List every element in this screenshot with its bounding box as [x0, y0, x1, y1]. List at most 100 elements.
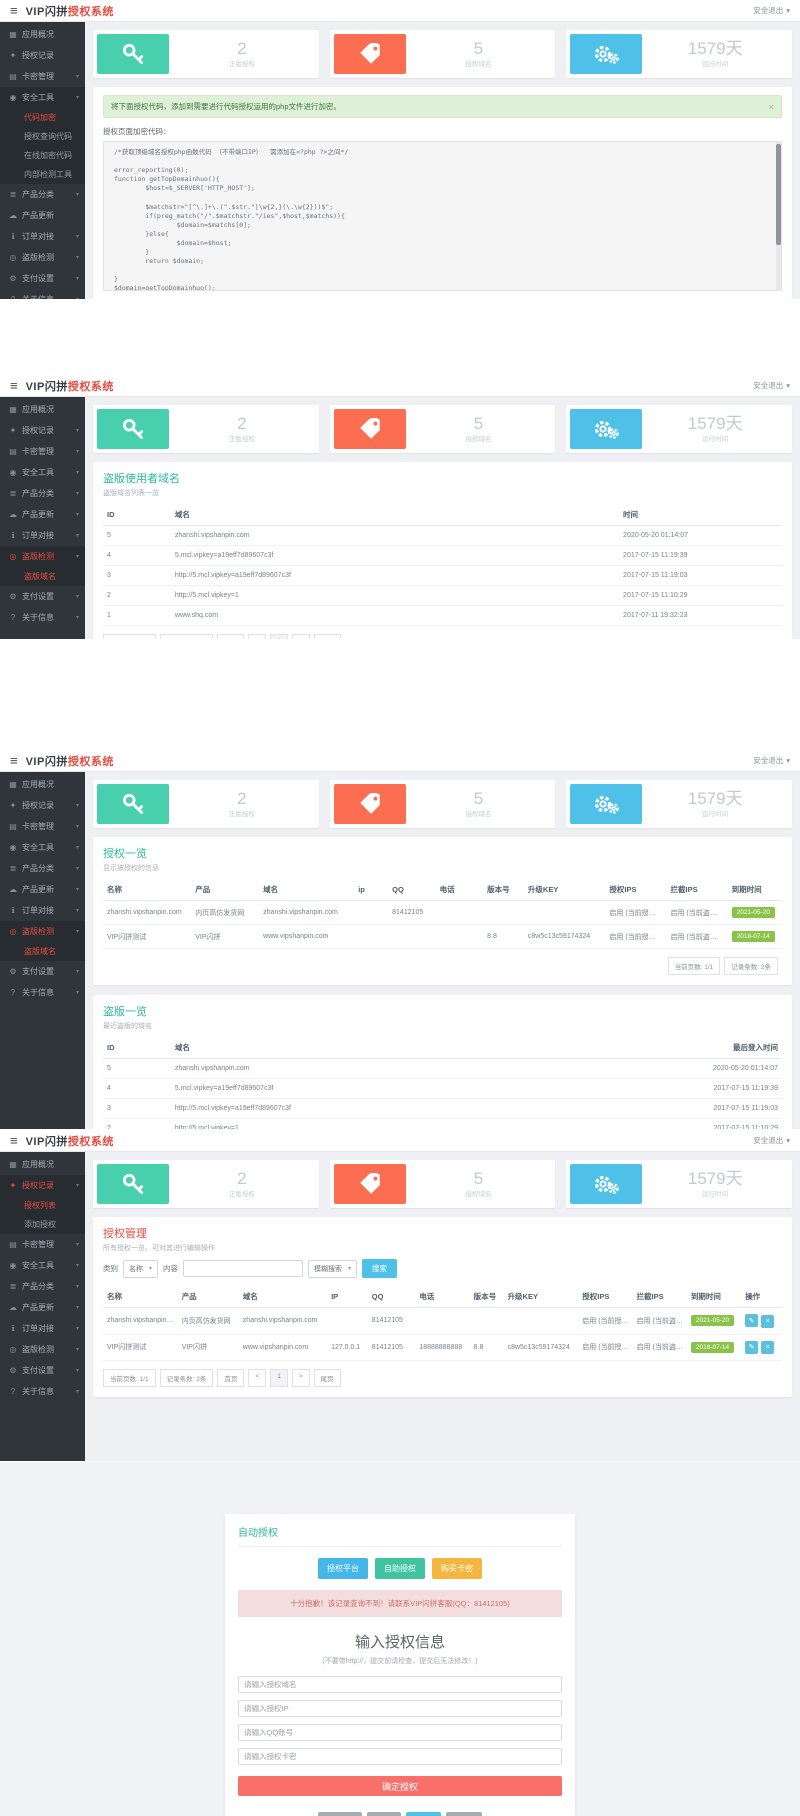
php-code-block[interactable]: /*获取顶级域名授权php函数代码 （不带端口IP） 需添加在<?php ?>之…	[103, 141, 782, 291]
scrollbar[interactable]	[776, 142, 781, 290]
scrollbar-thumb[interactable]	[776, 144, 781, 245]
logout-link[interactable]: 安全退出 ▾	[753, 756, 790, 765]
sidebar-item-about[interactable]: ? 关于信息 ▾	[0, 982, 85, 1003]
sidebar-item-product-update[interactable]: ☁ 产品更新 ▾	[9, 1303, 79, 1312]
sidebar-item-pirate-detect[interactable]: ◎ 盗版检测 ▾	[0, 921, 85, 942]
sidebar-item-security-tools[interactable]: ◉ 安全工具 ▾	[9, 468, 80, 477]
self-auth-button[interactable]: 自助授权	[375, 1558, 425, 1579]
auth-platform-button[interactable]: 授权平台	[318, 1558, 368, 1579]
sidebar-item-product-category[interactable]: ≣ 产品分类 ▾	[9, 190, 79, 199]
sidebar-item-order-link[interactable]: ℹ 订单对接 ▾	[0, 1318, 85, 1339]
delete-button[interactable]: ×	[761, 1314, 775, 1328]
chevron-icon: ▾	[75, 234, 79, 240]
sidebar-item-product-update[interactable]: ☁ 产品更新 ▾	[9, 885, 79, 894]
delete-button[interactable]: ×	[761, 1341, 775, 1354]
sidebar-item-card-manage[interactable]: ▤ 卡密管理 ▾	[9, 72, 79, 81]
sidebar-item-about[interactable]: ? 关于信息 ▾	[0, 1381, 85, 1402]
sidebar-item-auth-records[interactable]: ✦ 授权记录	[9, 51, 54, 60]
pager-item[interactable]: 尾页	[313, 634, 341, 639]
edit-button[interactable]: ✎	[745, 1314, 759, 1327]
sidebar-item-product-update[interactable]: ☁ 产品更新 ▾	[9, 510, 79, 519]
pager-item[interactable]: <	[248, 634, 267, 639]
pager-item[interactable]: 尾页	[313, 1369, 341, 1387]
pager-item[interactable]: >	[291, 1369, 310, 1387]
sidebar-item-about[interactable]: ? 关于信息 ▾	[0, 289, 85, 299]
pager-item[interactable]: 记录条数: 5条	[159, 634, 214, 639]
auth-ip-input[interactable]	[238, 1700, 562, 1717]
pager-item[interactable]: >	[291, 634, 310, 639]
code-line: function getTopDomainhuo(){	[114, 175, 220, 184]
mode-select[interactable]: 模糊搜索 ▾	[308, 1259, 358, 1278]
menu-icon[interactable]: ≡	[10, 378, 18, 393]
pager-item[interactable]: 首页	[217, 634, 245, 639]
sidebar-sub-internal-check[interactable]: 内部检测工具	[0, 165, 85, 184]
pager-item[interactable]: 记录条数: 2条	[724, 957, 778, 975]
sidebar-item-pay-settings[interactable]: ⚙ 支付设置 ▾	[9, 1366, 79, 1375]
sidebar: ▦ 应用概况 ✦ 授权记录 ▾ ▤ 卡密管理 ▾	[0, 397, 85, 639]
sidebar-item-order-link[interactable]: ℹ 订单对接 ▾	[0, 525, 85, 546]
search-button[interactable]: 搜索	[362, 1259, 398, 1278]
sidebar-item-product-category[interactable]: ≣ 产品分类 ▾	[9, 1282, 79, 1291]
sidebar-item-pirate-detect[interactable]: ◎ 盗版检测 ▾	[9, 253, 80, 262]
buy-card-button[interactable]: 购买卡密	[432, 1558, 482, 1579]
logout-link[interactable]: 安全退出 ▾	[753, 1136, 790, 1145]
sidebar-item-pay-settings[interactable]: ⚙ 支付设置 ▾	[9, 592, 79, 601]
stat-card: 5 授权域名	[329, 1160, 556, 1208]
edit-button[interactable]: ✎	[745, 1340, 759, 1354]
sidebar-sub-auth-list[interactable]: 授权列表	[0, 1196, 85, 1215]
sidebar-item-product-category[interactable]: ≣ 产品分类 ▾	[9, 489, 79, 498]
sidebar-sub-code-encrypt[interactable]: 代码加密	[0, 108, 85, 127]
pager-item[interactable]: 1	[270, 1369, 288, 1387]
menu-icon[interactable]: ≡	[10, 1133, 18, 1148]
pager-item[interactable]: 记录条数: 2条	[159, 1369, 214, 1387]
pager-item[interactable]: 当前页数: 1/1	[667, 957, 721, 975]
sidebar-item-security-tools[interactable]: ◉ 安全工具 ▾	[9, 1261, 80, 1270]
sidebar-item-security-tools[interactable]: ◉ 安全工具 ▾	[9, 843, 80, 852]
qq-input[interactable]	[238, 1724, 562, 1741]
sidebar-item-pay-settings[interactable]: ⚙ 支付设置 ▾	[9, 274, 79, 283]
sidebar-item-security-tools[interactable]: ◉ 安全工具 ▾	[0, 87, 85, 108]
sidebar-item-card-manage[interactable]: ▤ 卡密管理 ▾	[9, 1240, 79, 1249]
pager-item[interactable]: 1	[270, 634, 288, 639]
sidebar-item-pay-settings[interactable]: ⚙ 支付设置 ▾	[9, 967, 79, 976]
sidebar-sub-auth-query-code[interactable]: 授权查询代码	[0, 127, 85, 146]
sidebar-item-overview[interactable]: ▦ 应用概况	[9, 405, 54, 414]
confirm-auth-button[interactable]: 确定授权	[238, 1776, 562, 1796]
sidebar-item-card-manage[interactable]: ▤ 卡密管理 ▾	[9, 447, 79, 456]
sidebar-item-auth-records[interactable]: ✦ 授权记录 ▾	[9, 801, 79, 810]
sidebar-item-pirate-detect[interactable]: ◎ 盗版检测 ▾	[9, 1345, 80, 1354]
logout-link[interactable]: 安全退出 ▾	[753, 381, 790, 390]
pager-item[interactable]: 当前页数: 1/1	[103, 634, 156, 639]
sidebar-item-pirate-detect[interactable]: ◎ 盗版检测 ▾	[0, 546, 85, 567]
pager-item[interactable]: 当前页数: 1/1	[103, 1369, 156, 1387]
sidebar-sub-online-encrypt[interactable]: 在线加密代码	[0, 146, 85, 165]
sidebar-item-product-update[interactable]: ☁ 产品更新	[9, 211, 54, 220]
menu-icon[interactable]: ≡	[10, 753, 18, 768]
sidebar-item-auth-records[interactable]: ✦ 授权记录 ▾	[9, 426, 79, 435]
category-select[interactable]: 名称 ▾	[123, 1259, 159, 1278]
pager-item[interactable]: <	[248, 1369, 267, 1387]
auth-domain-input[interactable]	[238, 1676, 562, 1693]
sidebar-sub-pirate-domains[interactable]: 盗版域名	[0, 567, 85, 586]
sidebar-item-order-link[interactable]: ℹ 订单对接 ▾	[0, 900, 85, 921]
sidebar-item-card-manage[interactable]: ▤ 卡密管理 ▾	[9, 822, 79, 831]
menu-icon[interactable]: ≡	[10, 3, 18, 18]
official-site-button[interactable]: ●官网	[405, 1812, 441, 1816]
sidebar-sub-pirate-domains[interactable]: 盗版域名	[0, 942, 85, 961]
sidebar-item-about[interactable]: ? 关于信息 ▾	[0, 607, 85, 628]
close-icon[interactable]: ×	[768, 101, 774, 112]
sidebar-item-overview[interactable]: ▦ 应用概况	[9, 30, 54, 39]
feedback-button[interactable]: ✎纠错	[445, 1812, 483, 1816]
logout-link[interactable]: 安全退出 ▾	[753, 6, 790, 15]
sidebar-item-overview[interactable]: ▦ 应用概况	[9, 780, 54, 789]
sidebar-item-product-category[interactable]: ≣ 产品分类 ▾	[9, 864, 79, 873]
help-button[interactable]: ℹ帮助	[367, 1812, 401, 1816]
sidebar-item-overview[interactable]: ▦ 应用概况	[9, 1160, 54, 1169]
search-input[interactable]	[183, 1260, 304, 1277]
pager-item[interactable]: 首页	[217, 1369, 245, 1387]
sidebar-item-order-link[interactable]: ℹ 订单对接 ▾	[0, 226, 85, 247]
mobile-version-button[interactable]: ▤手机版	[317, 1812, 363, 1816]
sidebar-sub-add-auth[interactable]: 添加授权	[0, 1215, 85, 1234]
card-key-input[interactable]	[238, 1748, 562, 1765]
sidebar-item-auth-records[interactable]: ✦ 授权记录 ▾	[0, 1175, 85, 1196]
